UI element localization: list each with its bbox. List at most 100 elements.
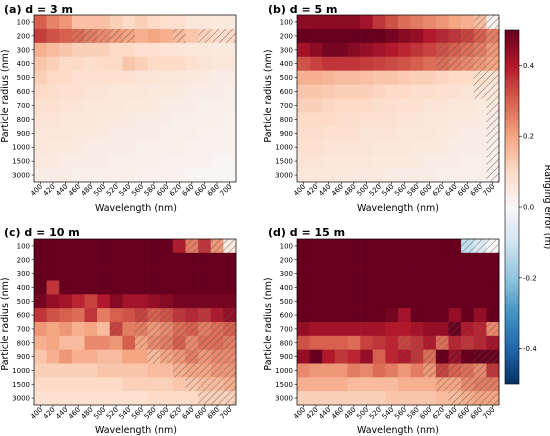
heatmap-cell bbox=[322, 28, 336, 44]
x-tick-label: 620 bbox=[168, 406, 183, 421]
heatmap-cell bbox=[97, 42, 111, 58]
heatmap-cell bbox=[347, 112, 361, 127]
heatmap-cell bbox=[398, 84, 411, 99]
x-tick-label: 640 bbox=[444, 183, 459, 198]
hatched-cell bbox=[198, 28, 211, 43]
heatmap-cell bbox=[172, 391, 186, 406]
heatmap-cell bbox=[410, 126, 424, 141]
y-tick-label: 900 bbox=[280, 353, 293, 361]
heatmap-cell bbox=[385, 377, 399, 392]
heatmap-cell bbox=[147, 70, 161, 85]
heatmap-cell bbox=[360, 84, 374, 99]
heatmap-cell bbox=[398, 252, 411, 267]
x-tick-label: 520 bbox=[105, 183, 120, 198]
heatmap-cell bbox=[59, 154, 73, 169]
heatmap-cell bbox=[160, 140, 174, 155]
heatmap-cell bbox=[297, 308, 310, 323]
heatmap-cell bbox=[435, 391, 449, 406]
heatmap-cell bbox=[461, 308, 475, 323]
heatmap-cell bbox=[398, 28, 411, 44]
heatmap-cell bbox=[223, 154, 237, 169]
heatmap-cell bbox=[71, 391, 85, 406]
heatmap-cell bbox=[410, 28, 424, 44]
heatmap-cell bbox=[34, 84, 47, 99]
heatmap-cell bbox=[423, 154, 437, 169]
y-tick-label: 1000 bbox=[12, 144, 30, 152]
hatched-cell bbox=[160, 335, 173, 350]
colorbar-tick-label: 0.0 bbox=[523, 204, 534, 212]
heatmap-cell bbox=[309, 252, 323, 267]
heatmap-cell bbox=[97, 140, 111, 155]
heatmap-cell bbox=[473, 308, 487, 323]
heatmap-cell bbox=[34, 70, 47, 85]
hatched-cell bbox=[398, 335, 411, 350]
hatched-cell bbox=[461, 377, 474, 392]
hatched-cell bbox=[109, 322, 123, 336]
x-tick-label: 700 bbox=[481, 183, 496, 198]
x-tick-label: 460 bbox=[67, 406, 82, 421]
heatmap-cell bbox=[410, 112, 424, 127]
heatmap-cell bbox=[135, 377, 148, 392]
heatmap-cell bbox=[97, 322, 111, 337]
hatched-cell bbox=[448, 363, 462, 378]
x-tick-label: 700 bbox=[218, 406, 233, 421]
heatmap-cell bbox=[160, 98, 174, 113]
heatmap-cell bbox=[398, 126, 411, 141]
hatched-cell bbox=[473, 15, 487, 29]
heatmap-cell bbox=[34, 266, 47, 281]
heatmap-cell bbox=[322, 335, 336, 350]
heatmap-cell bbox=[160, 252, 174, 267]
heatmap-cell bbox=[410, 168, 424, 183]
heatmap-cell bbox=[109, 140, 123, 155]
colorbar-tick-label: 0.4 bbox=[523, 62, 535, 70]
y-tick-label: 900 bbox=[17, 130, 30, 138]
heatmap-cell bbox=[59, 42, 73, 58]
y-tick-label: 800 bbox=[280, 116, 293, 124]
heatmap-cell bbox=[210, 168, 224, 183]
heatmap-cell bbox=[84, 70, 98, 85]
heatmap-cell bbox=[122, 112, 136, 127]
hatched-cell bbox=[486, 70, 500, 85]
y-tick-label: 3000 bbox=[12, 172, 30, 180]
heatmap-cell bbox=[109, 98, 123, 113]
heatmap-cell bbox=[122, 56, 136, 71]
panel-a-x-axis-label: Wavelength (nm) bbox=[95, 203, 177, 214]
y-tick-label: 800 bbox=[280, 339, 293, 347]
heatmap-cell bbox=[160, 294, 174, 309]
hatched-cell bbox=[448, 335, 462, 350]
hatched-cell bbox=[473, 322, 487, 336]
hatched-cell bbox=[172, 363, 186, 378]
heatmap-cell bbox=[185, 28, 199, 44]
heatmap-cell bbox=[135, 252, 148, 267]
hatched-cell bbox=[473, 56, 487, 71]
x-tick-label: 680 bbox=[469, 183, 484, 198]
heatmap-cell bbox=[109, 335, 123, 350]
heatmap-cell bbox=[34, 112, 47, 127]
heatmap-cell bbox=[46, 308, 60, 323]
x-tick-label: 500 bbox=[355, 183, 370, 198]
heatmap-cell bbox=[360, 15, 374, 30]
heatmap-cell bbox=[398, 15, 411, 30]
heatmap-cell bbox=[34, 322, 47, 337]
heatmap-cell bbox=[185, 168, 199, 183]
heatmap-cell bbox=[372, 140, 386, 155]
hatched-cell bbox=[160, 308, 173, 322]
heatmap-cell bbox=[147, 98, 161, 113]
heatmap-cell bbox=[309, 239, 323, 254]
heatmap-cell bbox=[334, 294, 348, 309]
heatmap-cell bbox=[109, 391, 123, 406]
panel-b-y-axis-label: Particle radius (nm) bbox=[263, 49, 274, 142]
heatmap-cell bbox=[372, 266, 386, 281]
x-tick-label: 440 bbox=[54, 183, 69, 198]
hatched-cell bbox=[223, 322, 237, 336]
heatmap-cell bbox=[372, 363, 386, 378]
heatmap-cell bbox=[410, 140, 424, 155]
heatmap-cell bbox=[84, 126, 98, 141]
heatmap-cell bbox=[46, 15, 60, 30]
heatmap-cell bbox=[97, 294, 111, 309]
heatmap-cell bbox=[84, 252, 98, 267]
heatmap-cell bbox=[59, 239, 73, 254]
heatmap-cell bbox=[347, 126, 361, 141]
hatched-cell bbox=[448, 56, 462, 71]
heatmap-cell bbox=[172, 84, 186, 99]
